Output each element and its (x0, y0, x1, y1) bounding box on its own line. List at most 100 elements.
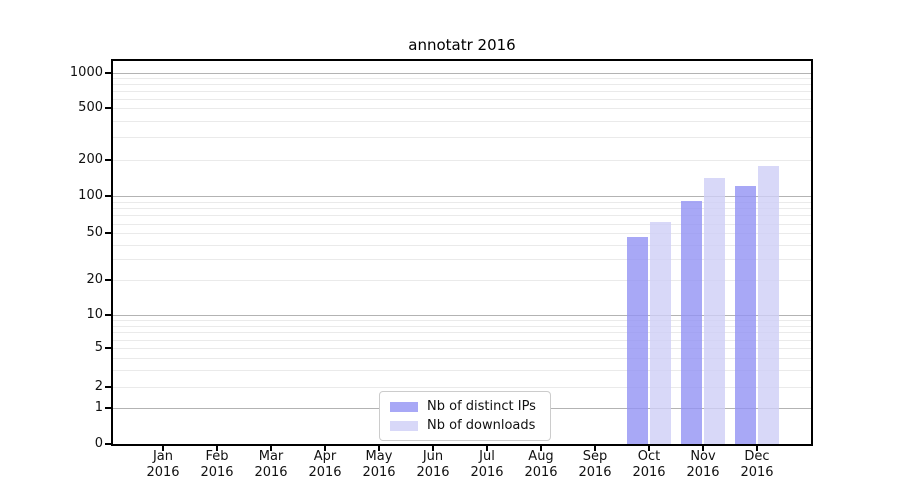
year-label: 2016 (470, 465, 504, 480)
y-tick-mark-200 (105, 159, 111, 161)
x-tick-label-dec: Dec 2016 (725, 449, 789, 481)
legend-item-distinct-ips: Nb of distinct IPs (390, 399, 536, 414)
legend-swatch-downloads (390, 420, 418, 431)
month-label: Dec (744, 449, 770, 464)
gridline-60 (113, 223, 811, 225)
bar-nb-of-downloads-oct (650, 221, 671, 444)
x-tick-mark-apr (324, 446, 326, 451)
month-label: Jul (479, 449, 495, 464)
month-label: Jan (152, 449, 174, 464)
gridline-9 (113, 320, 811, 322)
x-tick-label-jun: Jun 2016 (401, 449, 465, 481)
x-tick-mark-nov (702, 446, 704, 451)
year-label: 2016 (740, 465, 774, 480)
gridline-8 (113, 325, 811, 327)
y-tick-label-5: 5 (94, 340, 103, 356)
legend-label-downloads: Nb of downloads (427, 418, 536, 433)
x-tick-label-may: May 2016 (347, 449, 411, 481)
x-tick-label-feb: Feb 2016 (185, 449, 249, 481)
year-label: 2016 (254, 465, 288, 480)
year-label: 2016 (362, 465, 396, 480)
year-label: 2016 (200, 465, 234, 480)
gridline-800 (113, 83, 811, 85)
y-tick-mark-500 (105, 107, 111, 109)
gridline-70 (113, 215, 811, 217)
y-tick-mark-2 (105, 385, 111, 388)
x-tick-mark-may (378, 446, 380, 451)
legend-label-distinct-ips: Nb of distinct IPs (427, 399, 536, 414)
y-tick-label-10: 10 (86, 307, 103, 322)
x-tick-mark-oct (648, 446, 650, 451)
year-label: 2016 (416, 465, 450, 480)
month-label: Aug (528, 449, 554, 464)
gridline-4 (113, 357, 811, 359)
month-label: Feb (205, 449, 229, 464)
y-tick-mark-0 (105, 443, 111, 445)
x-tick-label-jan: Jan 2016 (131, 449, 195, 481)
plot-area (111, 59, 813, 446)
y-tick-mark-1 (105, 406, 111, 409)
x-tick-label-apr: Apr 2016 (293, 449, 357, 481)
gridline-1000 (113, 72, 811, 74)
gridline-300 (113, 137, 811, 138)
y-tick-label-1000: 1000 (69, 64, 103, 80)
month-label: Sep (582, 449, 608, 464)
legend-item-downloads: Nb of downloads (390, 418, 536, 433)
x-tick-mark-jul (486, 446, 488, 451)
gridline-30 (113, 259, 811, 261)
gridline-500 (113, 108, 811, 109)
gridline-900 (113, 77, 811, 79)
x-tick-label-aug: Aug 2016 (509, 449, 573, 481)
gridline-2 (113, 386, 811, 388)
month-label: Apr (313, 449, 337, 464)
y-tick-label-20: 20 (86, 272, 103, 287)
month-label: May (365, 449, 393, 464)
x-tick-mark-sep (594, 446, 596, 451)
gridline-3 (113, 369, 811, 371)
gridline-10 (113, 315, 811, 316)
x-tick-mark-feb (216, 446, 218, 451)
bar-nb-of-downloads-nov (704, 178, 725, 444)
x-tick-mark-jan (162, 446, 164, 451)
chart-title: annotatr 2016 (408, 36, 516, 54)
y-tick-label-500: 500 (78, 100, 103, 115)
y-tick-label-0: 0 (94, 436, 103, 451)
y-tick-label-2: 2 (94, 378, 103, 394)
legend-swatch-distinct-ips (390, 401, 418, 412)
x-tick-mark-aug (540, 446, 542, 451)
bar-nb-of-distinct-ips-nov (681, 200, 702, 444)
y-tick-mark-20 (105, 279, 111, 281)
bar-nb-of-distinct-ips-oct (627, 236, 648, 444)
y-tick-label-50: 50 (86, 225, 103, 241)
bar-nb-of-downloads-dec (758, 166, 779, 444)
gridline-20 (113, 280, 811, 281)
gridline-5 (113, 348, 811, 350)
x-tick-label-sep: Sep 2016 (563, 449, 627, 481)
y-tick-label-100: 100 (78, 188, 103, 203)
gridline-90 (113, 201, 811, 203)
month-label: Oct (637, 449, 661, 464)
x-tick-label-mar: Mar 2016 (239, 449, 303, 481)
x-tick-label-nov: Nov 2016 (671, 449, 735, 481)
bar-nb-of-distinct-ips-dec (735, 185, 756, 444)
gridline-6 (113, 339, 811, 341)
year-label: 2016 (632, 465, 666, 480)
gridline-50 (113, 233, 811, 235)
y-tick-label-200: 200 (78, 152, 103, 167)
gridline-200 (113, 160, 811, 161)
month-label: Jun (422, 449, 444, 464)
year-label: 2016 (146, 465, 180, 480)
gridline-80 (113, 208, 811, 209)
x-tick-mark-jun (432, 446, 434, 451)
y-tick-mark-1000 (105, 71, 111, 74)
gridline-40 (113, 244, 811, 246)
y-tick-mark-10 (105, 314, 111, 316)
x-tick-mark-mar (270, 446, 272, 451)
gridline-600 (113, 98, 811, 100)
x-tick-label-oct: Oct 2016 (617, 449, 681, 481)
x-tick-mark-dec (756, 446, 758, 451)
x-tick-label-jul: Jul 2016 (455, 449, 519, 481)
year-label: 2016 (578, 465, 612, 480)
month-label: Mar (258, 449, 284, 464)
